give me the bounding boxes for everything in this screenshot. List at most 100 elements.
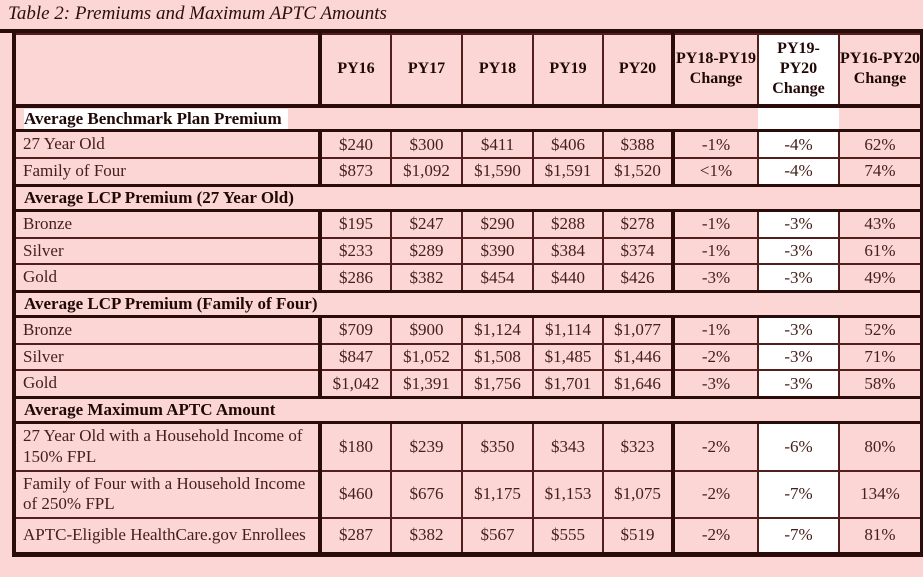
value-cell: $1,052 <box>390 342 463 372</box>
value-cell: $873 <box>318 157 392 187</box>
value-cell: 62% <box>838 129 923 160</box>
value-cell: $1,114 <box>532 315 604 345</box>
value-cell: $390 <box>461 236 534 266</box>
title-rule <box>0 28 923 33</box>
section-header-cell: Average LCP Premium (Family of Four) <box>13 289 923 318</box>
row-label-cell: Silver <box>13 236 321 266</box>
value-cell-highlighted: -3% <box>757 315 840 345</box>
value-cell: $1,646 <box>602 369 674 399</box>
table-row: Gold $1,042 $1,391 $1,756 $1,701 $1,646 … <box>13 369 923 399</box>
value-cell: -3% <box>671 369 759 399</box>
value-cell: -1% <box>671 315 759 345</box>
value-cell: $350 <box>461 421 534 472</box>
section-header-row: Average Maximum APTC Amount <box>13 396 923 425</box>
value-cell: $287 <box>318 517 392 556</box>
value-cell: $382 <box>390 517 463 556</box>
value-cell: $289 <box>390 236 463 266</box>
value-cell: 134% <box>838 469 923 520</box>
value-cell: $454 <box>461 263 534 293</box>
value-cell: $1,124 <box>461 315 534 345</box>
value-cell: $1,391 <box>390 369 463 399</box>
row-label-cell: 27 Year Old with a Household Income of 1… <box>13 421 321 472</box>
col-header-py19: PY19 <box>532 32 604 108</box>
value-cell: $1,175 <box>461 469 534 520</box>
value-cell: $288 <box>532 209 604 239</box>
col-header-py18-py19-change: PY18-PY19 Change <box>671 32 759 108</box>
section-header-cell: Average Benchmark Plan Premium <box>13 104 923 133</box>
row-label-cell: APTC-Eligible HealthCare.gov Enrollees <box>13 517 321 556</box>
value-cell: -1% <box>671 209 759 239</box>
value-cell: <1% <box>671 157 759 187</box>
value-cell: $384 <box>532 236 604 266</box>
row-label-cell: Family of Four <box>13 157 321 187</box>
value-cell: $1,042 <box>318 369 392 399</box>
value-cell: 49% <box>838 263 923 293</box>
value-cell: 81% <box>838 517 923 556</box>
value-cell-highlighted: -7% <box>757 517 840 556</box>
value-cell: $1,485 <box>532 342 604 372</box>
value-cell: -3% <box>671 263 759 293</box>
row-label-cell: Silver <box>13 342 321 372</box>
table-row: Silver $847 $1,052 $1,508 $1,485 $1,446 … <box>13 342 923 372</box>
value-cell: $239 <box>390 421 463 472</box>
value-cell: $411 <box>461 129 534 160</box>
value-cell: $1,520 <box>602 157 674 187</box>
value-cell: $374 <box>602 236 674 266</box>
row-label-cell: Gold <box>13 369 321 399</box>
col-header-py18: PY18 <box>461 32 534 108</box>
value-cell: 43% <box>838 209 923 239</box>
table-row: APTC-Eligible HealthCare.gov Enrollees $… <box>13 517 923 556</box>
value-cell: $1,591 <box>532 157 604 187</box>
value-cell: 52% <box>838 315 923 345</box>
row-label-cell: Bronze <box>13 209 321 239</box>
value-cell: $290 <box>461 209 534 239</box>
table-row: Family of Four $873 $1,092 $1,590 $1,591… <box>13 157 923 187</box>
value-cell: -2% <box>671 421 759 472</box>
value-cell: $1,153 <box>532 469 604 520</box>
table-row: 27 Year Old with a Household Income of 1… <box>13 421 923 472</box>
value-cell: $555 <box>532 517 604 556</box>
value-cell: $1,077 <box>602 315 674 345</box>
value-cell-highlighted: -4% <box>757 129 840 160</box>
table-row: 27 Year Old $240 $300 $411 $406 $388 -1%… <box>13 129 923 160</box>
corner-header-cell <box>13 32 321 108</box>
value-cell: $460 <box>318 469 392 520</box>
value-cell: $426 <box>602 263 674 293</box>
value-cell: $343 <box>532 421 604 472</box>
value-cell-highlighted: -3% <box>757 369 840 399</box>
value-cell: -2% <box>671 469 759 520</box>
row-label-cell: Family of Four with a Household Income o… <box>13 469 321 520</box>
value-cell: $519 <box>602 517 674 556</box>
value-cell: $567 <box>461 517 534 556</box>
value-cell: -2% <box>671 342 759 372</box>
table-row: Silver $233 $289 $390 $384 $374 -1% -3% … <box>13 236 923 266</box>
value-cell: $180 <box>318 421 392 472</box>
col-header-py16: PY16 <box>318 32 392 108</box>
value-cell-highlighted: -3% <box>757 342 840 372</box>
table-row: Gold $286 $382 $454 $440 $426 -3% -3% 49… <box>13 263 923 293</box>
table-row: Bronze $195 $247 $290 $288 $278 -1% -3% … <box>13 209 923 239</box>
value-cell-highlighted: -3% <box>757 209 840 239</box>
table-title: Table 2: Premiums and Maximum APTC Amoun… <box>8 3 387 24</box>
table-row: Family of Four with a Household Income o… <box>13 469 923 520</box>
value-cell: 74% <box>838 157 923 187</box>
value-cell: $278 <box>602 209 674 239</box>
section-header-row: Average LCP Premium (27 Year Old) <box>13 183 923 212</box>
value-cell: $195 <box>318 209 392 239</box>
value-cell-highlighted: -3% <box>757 236 840 266</box>
value-cell: $900 <box>390 315 463 345</box>
col-header-py19-py20-change: PY19-PY20 Change <box>757 32 840 108</box>
value-cell: $1,075 <box>602 469 674 520</box>
value-cell: $233 <box>318 236 392 266</box>
value-cell: $1,092 <box>390 157 463 187</box>
value-cell: 80% <box>838 421 923 472</box>
value-cell: $300 <box>390 129 463 160</box>
value-cell: $1,756 <box>461 369 534 399</box>
value-cell: 61% <box>838 236 923 266</box>
row-label-cell: 27 Year Old <box>13 129 321 160</box>
value-cell: $286 <box>318 263 392 293</box>
col-header-py16-py20-change: PY16-PY20 Change <box>838 32 923 108</box>
section-header-row: Average LCP Premium (Family of Four) <box>13 289 923 318</box>
row-label-cell: Gold <box>13 263 321 293</box>
